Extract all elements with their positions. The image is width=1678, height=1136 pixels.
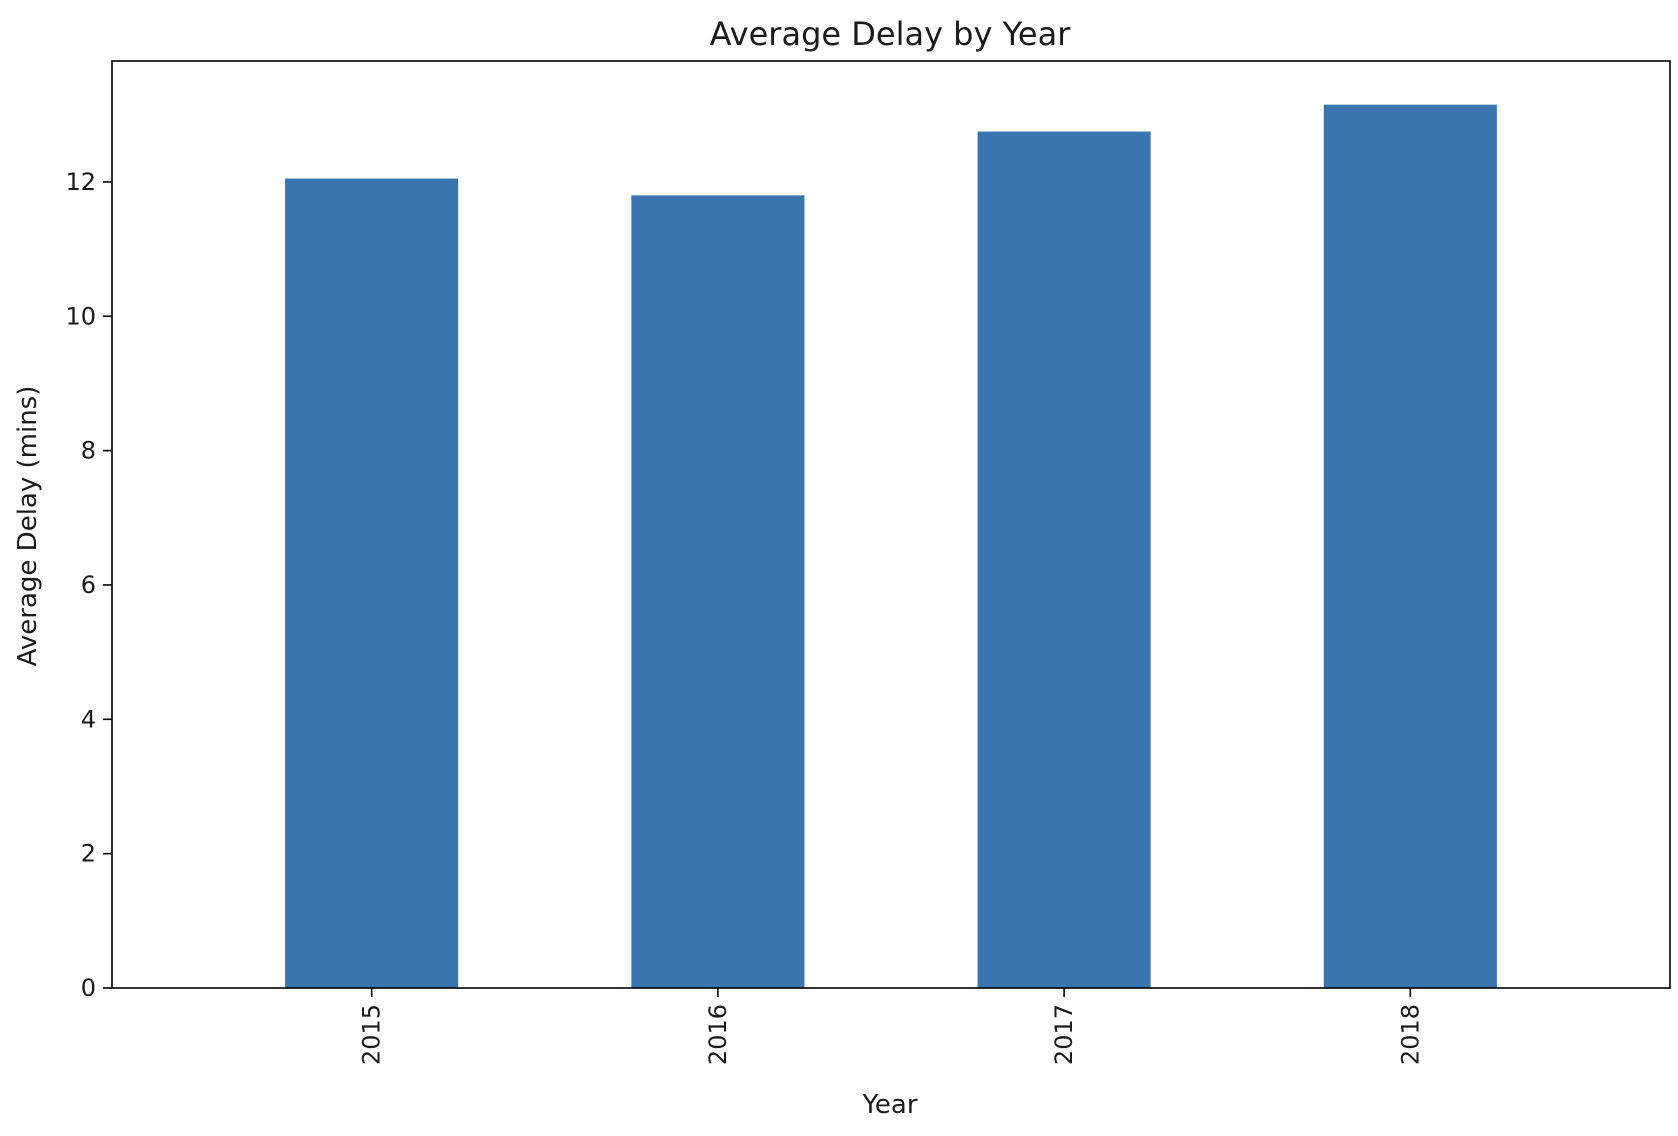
x-tick-label: 2017 <box>1050 1004 1078 1065</box>
chart-title: Average Delay by Year <box>710 15 1072 53</box>
x-axis-ticks: 2015 2016 2017 2018 <box>358 988 1424 1065</box>
y-axis-ticks: 0 2 4 6 8 10 12 <box>65 168 112 1002</box>
y-tick-label: 0 <box>81 974 96 1002</box>
y-tick-label: 6 <box>81 571 96 599</box>
bars-layer <box>285 104 1497 989</box>
x-tick-label: 2015 <box>358 1004 386 1065</box>
plot-frame <box>111 60 1671 989</box>
y-tick-label: 4 <box>81 705 96 733</box>
bar-2018 <box>1323 104 1497 989</box>
y-tick-label: 2 <box>81 840 96 868</box>
y-axis-label: Average Delay (mins) <box>13 386 43 667</box>
x-tick-label: 2018 <box>1396 1004 1424 1065</box>
x-tick-label: 2016 <box>704 1004 732 1065</box>
y-tick-label: 10 <box>65 302 96 330</box>
bar-2017 <box>977 131 1151 989</box>
y-tick-label: 8 <box>81 437 96 465</box>
x-axis-label: Year <box>861 1090 917 1120</box>
bar-2015 <box>285 178 459 989</box>
bar-2016 <box>631 195 805 988</box>
y-tick-label: 12 <box>65 168 96 196</box>
